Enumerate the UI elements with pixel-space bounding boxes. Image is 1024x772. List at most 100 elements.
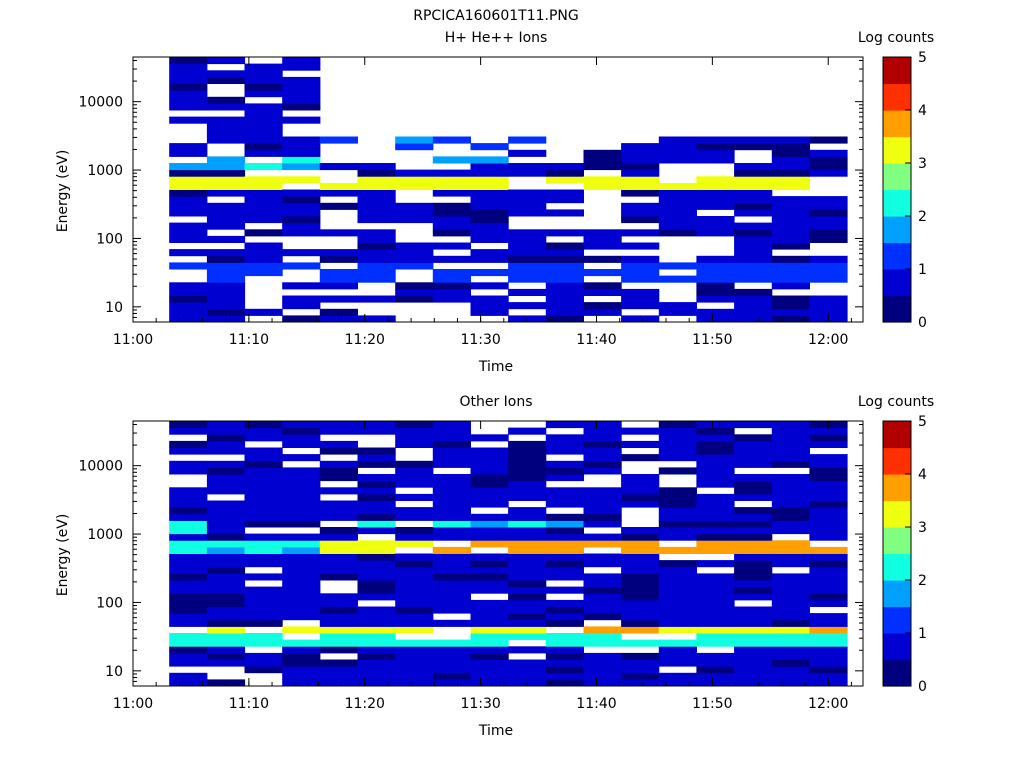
colorbar-segment	[883, 615, 911, 621]
heatmap-cell	[771, 520, 810, 528]
heatmap-cell	[809, 202, 848, 210]
heatmap-cell	[432, 679, 471, 687]
heatmap-cell	[545, 672, 584, 680]
x-tick-label: 11:10	[229, 696, 269, 712]
heatmap-cell	[696, 513, 735, 521]
heatmap-cell	[658, 143, 697, 151]
heatmap-cell	[282, 646, 321, 654]
heatmap-cell	[282, 143, 321, 151]
colorbar-segment	[883, 672, 911, 678]
heatmap-cell	[508, 580, 547, 588]
heatmap-cell	[771, 156, 810, 164]
heatmap-cell	[319, 467, 358, 475]
figure-title: RPCICA160601T11.PNG	[413, 8, 578, 24]
heatmap-cell	[395, 242, 434, 250]
heatmap-cell	[583, 427, 622, 435]
heatmap-cell	[244, 659, 283, 667]
heatmap-cell	[244, 149, 283, 157]
colorbar-segment	[883, 202, 911, 208]
heatmap-cell	[282, 513, 321, 521]
heatmap-cell	[357, 216, 396, 224]
heatmap-cell	[696, 196, 735, 204]
heatmap-cell	[395, 295, 434, 303]
heatmap-cell	[658, 639, 697, 647]
heatmap-cell	[583, 176, 622, 184]
heatmap-cell	[395, 619, 434, 627]
heatmap-cell	[432, 202, 471, 210]
heatmap-cell	[658, 679, 697, 687]
heatmap-cell	[169, 163, 208, 171]
heatmap-cell	[508, 666, 547, 674]
heatmap-cell	[771, 646, 810, 654]
x-tick-label: 11:40	[576, 332, 616, 348]
heatmap-cell	[470, 189, 509, 197]
heatmap-cell	[169, 116, 208, 124]
heatmap-cell	[282, 295, 321, 303]
heatmap-cell	[771, 242, 810, 250]
heatmap-cell	[244, 520, 283, 528]
heatmap-cell	[734, 659, 773, 667]
heatmap-cell	[734, 315, 773, 323]
colorbar-segment	[883, 540, 911, 546]
heatmap-cell	[508, 619, 547, 627]
heatmap-cell	[545, 619, 584, 627]
heatmap-cell	[282, 209, 321, 217]
heatmap-cell	[508, 606, 547, 614]
colorbar-segment	[883, 158, 911, 164]
heatmap-cell	[244, 613, 283, 621]
heatmap-cell	[621, 202, 660, 210]
heatmap-cell	[658, 308, 697, 316]
heatmap-cell	[621, 427, 660, 435]
heatmap-cell	[696, 580, 735, 588]
heatmap-cell	[809, 196, 848, 204]
heatmap-cell	[508, 646, 547, 654]
colorbar-segment	[883, 571, 911, 577]
heatmap-cell	[696, 659, 735, 667]
heatmap-cell	[206, 116, 246, 124]
heatmap-cell	[809, 527, 848, 535]
heatmap-cell	[508, 255, 547, 263]
heatmap-cell	[319, 560, 358, 568]
heatmap-cell	[621, 255, 660, 263]
heatmap-cell	[508, 513, 547, 521]
heatmap-cell	[206, 123, 246, 131]
heatmap-cell	[357, 255, 396, 263]
heatmap-cell	[319, 573, 358, 581]
heatmap-cell	[545, 487, 584, 495]
heatmap-cell	[357, 454, 396, 462]
heatmap-cell	[206, 222, 246, 230]
colorbar-segment	[883, 286, 911, 292]
heatmap-cell	[206, 487, 246, 495]
colorbar-segment	[883, 575, 911, 581]
heatmap-cell	[658, 533, 697, 541]
heatmap-cell	[621, 163, 660, 171]
heatmap-cell	[658, 156, 697, 164]
heatmap-cell	[357, 275, 396, 283]
heatmap-cell	[734, 288, 773, 296]
heatmap-cell	[771, 216, 810, 224]
x-tick-label: 11:50	[692, 332, 732, 348]
heatmap-cell	[282, 216, 321, 224]
x-tick-label: 12:00	[808, 696, 848, 712]
heatmap-cell	[282, 593, 321, 601]
heatmap-cell	[734, 169, 773, 177]
heatmap-cell	[621, 606, 660, 614]
colorbar-tick-label: 4	[918, 467, 927, 483]
heatmap-cell	[206, 57, 246, 65]
heatmap-cell	[395, 606, 434, 614]
heatmap-cell	[357, 421, 396, 429]
heatmap-cell	[169, 189, 208, 197]
heatmap-cell	[319, 540, 358, 548]
heatmap-cell	[244, 176, 283, 184]
heatmap-cell	[169, 652, 208, 660]
heatmap-cell	[696, 434, 735, 442]
heatmap-cell	[809, 646, 848, 654]
heatmap-cell	[357, 229, 396, 237]
heatmap-cell	[206, 163, 246, 171]
heatmap-cell	[771, 593, 810, 601]
heatmap-cell	[658, 229, 697, 237]
heatmap-cell	[734, 533, 773, 541]
heatmap-cell	[583, 269, 622, 277]
colorbar-segment	[883, 610, 911, 616]
heatmap-cell	[696, 460, 735, 468]
